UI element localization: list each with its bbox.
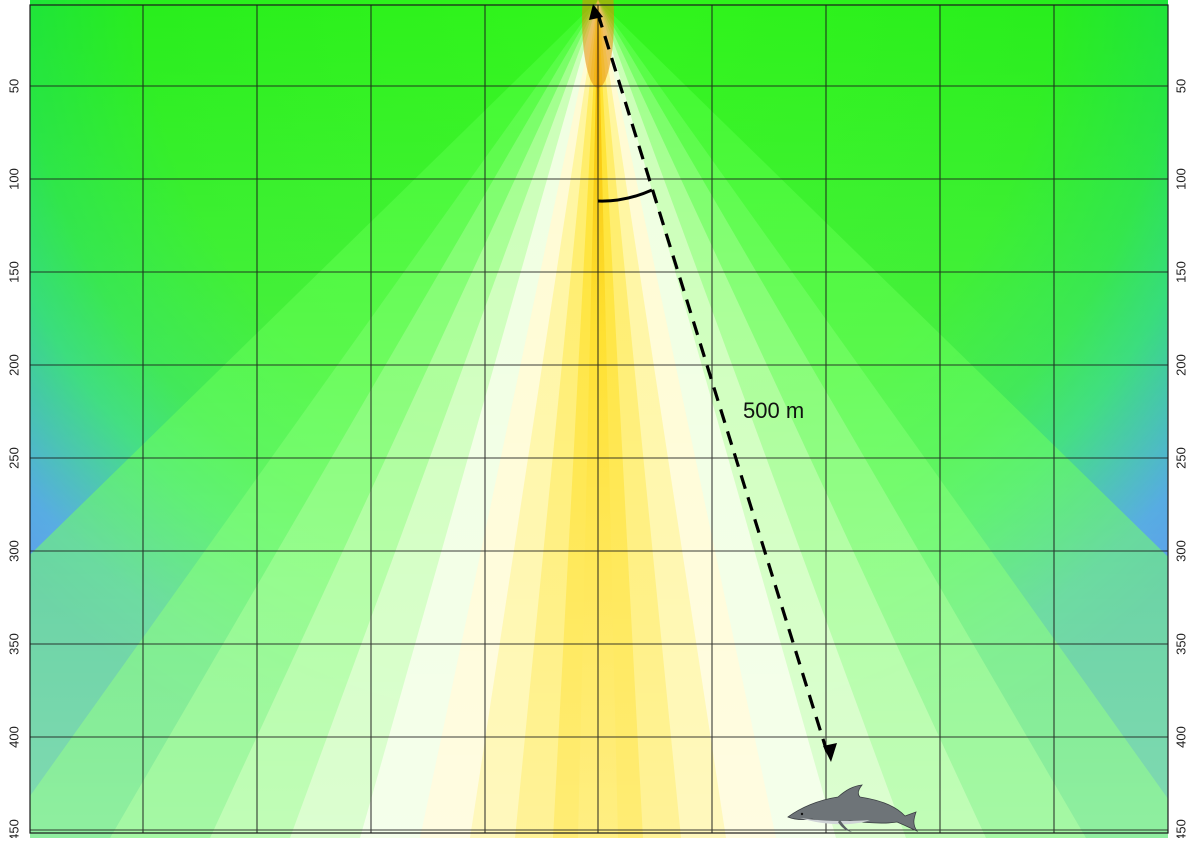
dolphin-icon <box>787 784 919 832</box>
grid-lines <box>30 5 1168 833</box>
right-tick-label-250: 250 <box>1174 447 1189 469</box>
y-axis-right: 50 100 150 200 250 300 350 400 450 <box>1174 79 1189 841</box>
distance-dashed-line <box>596 13 829 753</box>
right-tick-label-400: 400 <box>1174 726 1189 748</box>
arrowhead-down-icon <box>823 743 837 762</box>
distance-label: 500 m <box>743 398 804 423</box>
fan-fade <box>30 0 1168 838</box>
right-tick-label-200: 200 <box>1174 354 1189 376</box>
left-tick-label-50: 50 <box>7 79 22 93</box>
right-tick-label-300: 300 <box>1174 540 1189 562</box>
left-tick-label-350: 350 <box>7 633 22 655</box>
right-tick-label-450: 450 <box>1174 819 1189 838</box>
left-tick-label-250: 250 <box>7 447 22 469</box>
left-tick-label-150: 150 <box>7 261 22 283</box>
right-tick-label-50: 50 <box>1174 79 1189 93</box>
angle-arc <box>597 188 653 203</box>
left-tick-label-300: 300 <box>7 540 22 562</box>
right-tick-label-100: 100 <box>1174 168 1189 190</box>
right-tick-label-350: 350 <box>1174 633 1189 655</box>
left-tick-label-100: 100 <box>7 168 22 190</box>
arrowhead-up-icon <box>589 4 603 20</box>
left-tick-label-400: 400 <box>7 726 22 748</box>
right-tick-label-150: 150 <box>1174 261 1189 283</box>
left-tick-label-200: 200 <box>7 354 22 376</box>
plot-frame <box>29 4 1169 834</box>
left-tick-label-450: 450 <box>7 819 22 838</box>
y-axis-left: 50 100 150 200 250 300 350 400 450 <box>7 79 22 841</box>
